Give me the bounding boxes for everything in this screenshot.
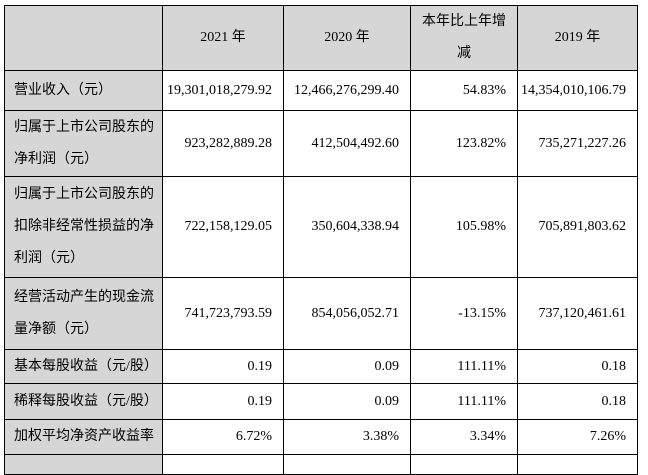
cell-2021: 0.19 (162, 349, 284, 384)
cell-2019 (517, 454, 638, 475)
header-cell-2020: 2020 年 (283, 5, 411, 71)
cell-2020: 0.09 (283, 383, 411, 420)
cell-2020: 3.38% (283, 419, 411, 455)
cell-2020: 412,504,492.60 (283, 110, 411, 177)
table-row-net-profit: 归属于上市公司股东的 净利润（元） 923,282,889.28 412,504… (4, 110, 638, 177)
header-cell-2019: 2019 年 (517, 5, 638, 71)
table-row-clipped (4, 454, 638, 475)
row-label: 稀释每股收益（元/股） (4, 383, 163, 420)
cell-2021: 741,723,793.59 (162, 277, 284, 350)
cell-2021: 722,158,129.05 (162, 176, 284, 278)
cell-2019: 14,354,010,106.79 (517, 70, 638, 111)
cell-2019: 735,271,227.26 (517, 110, 638, 177)
table-row-operating-cash-flow: 经营活动产生的现金流 量净额（元） 741,723,793.59 854,056… (4, 277, 638, 350)
cell-yoy-change: -13.15% (410, 277, 518, 350)
row-label: 基本每股收益（元/股） (4, 349, 163, 384)
cell-2019: 0.18 (517, 383, 638, 420)
cell-2021: 6.72% (162, 419, 284, 455)
table-row-net-profit-excl-nonrecurring: 归属于上市公司股东的 扣除非经常性损益的净 利润（元） 722,158,129.… (4, 176, 638, 278)
table-row-revenue: 营业收入（元） 19,301,018,279.92 12,466,276,299… (4, 70, 638, 111)
cell-2020 (283, 454, 411, 475)
cell-yoy-change: 105.98% (410, 176, 518, 278)
row-label: 经营活动产生的现金流 量净额（元） (4, 277, 163, 350)
financial-summary-table: 2021 年 2020 年 本年比上年增 减 2019 年 营业收入（元） 19… (4, 5, 638, 475)
row-label: 归属于上市公司股东的 扣除非经常性损益的净 利润（元） (4, 176, 163, 278)
cell-yoy-change: 123.82% (410, 110, 518, 177)
cell-yoy-change (410, 454, 518, 475)
cell-2021: 19,301,018,279.92 (162, 70, 284, 111)
header-cell-2021: 2021 年 (162, 5, 284, 71)
row-label: 归属于上市公司股东的 净利润（元） (4, 110, 163, 177)
table-row-weighted-avg-roe: 加权平均净资产收益率 6.72% 3.38% 3.34% 7.26% (4, 419, 638, 455)
cell-yoy-change: 111.11% (410, 383, 518, 420)
cell-2020: 0.09 (283, 349, 411, 384)
cell-yoy-change: 111.11% (410, 349, 518, 384)
row-label: 营业收入（元） (4, 70, 163, 111)
cell-2020: 12,466,276,299.40 (283, 70, 411, 111)
row-label: 加权平均净资产收益率 (4, 419, 163, 455)
cell-2020: 350,604,338.94 (283, 176, 411, 278)
cell-2021: 0.19 (162, 383, 284, 420)
cell-yoy-change: 54.83% (410, 70, 518, 111)
cell-yoy-change: 3.34% (410, 419, 518, 455)
table-row-diluted-eps: 稀释每股收益（元/股） 0.19 0.09 111.11% 0.18 (4, 383, 638, 420)
cell-2019: 737,120,461.61 (517, 277, 638, 350)
row-label (4, 454, 163, 475)
cell-2019: 0.18 (517, 349, 638, 384)
table-header-row: 2021 年 2020 年 本年比上年增 减 2019 年 (4, 5, 638, 71)
cell-2019: 705,891,803.62 (517, 176, 638, 278)
cell-2019: 7.26% (517, 419, 638, 455)
header-cell-yoy-change: 本年比上年增 减 (410, 5, 518, 71)
cell-2021 (162, 454, 284, 475)
cell-2021: 923,282,889.28 (162, 110, 284, 177)
cell-2020: 854,056,052.71 (283, 277, 411, 350)
table-row-basic-eps: 基本每股收益（元/股） 0.19 0.09 111.11% 0.18 (4, 349, 638, 384)
header-cell-blank (4, 5, 163, 71)
